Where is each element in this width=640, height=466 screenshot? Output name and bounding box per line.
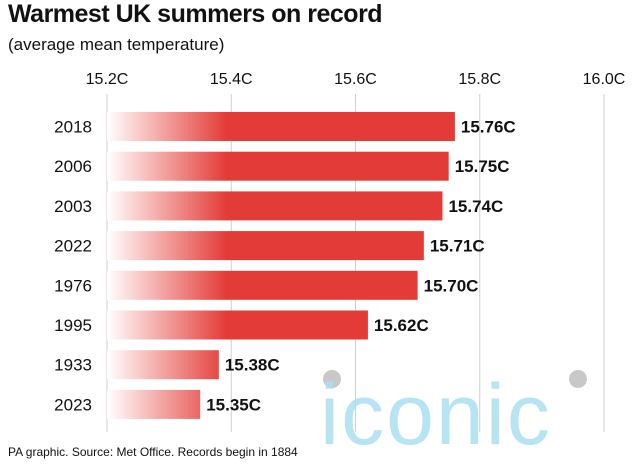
bar-1995 bbox=[107, 310, 368, 340]
value-label: 15.38C bbox=[225, 356, 280, 375]
bar-2022 bbox=[107, 231, 424, 261]
iconic-watermark-logo: iconic bbox=[320, 367, 587, 455]
category-label: 1976 bbox=[54, 276, 92, 295]
x-tick-label: 15.4C bbox=[210, 71, 253, 88]
bar-2023 bbox=[107, 389, 201, 419]
category-label: 2018 bbox=[54, 118, 92, 137]
category-label: 2022 bbox=[54, 237, 92, 256]
value-label: 15.62C bbox=[374, 316, 429, 335]
source-note: PA graphic. Source: Met Office. Records … bbox=[8, 445, 298, 459]
bar-1933 bbox=[107, 350, 219, 380]
category-label: 1995 bbox=[54, 316, 92, 335]
category-label: 2003 bbox=[54, 197, 92, 216]
category-label: 2006 bbox=[54, 157, 92, 176]
x-tick-label: 15.8C bbox=[458, 71, 501, 88]
value-label: 15.70C bbox=[424, 276, 479, 295]
value-label: 15.71C bbox=[430, 237, 485, 256]
value-label: 15.75C bbox=[455, 157, 510, 176]
bar-2018 bbox=[107, 112, 455, 141]
bar-2003 bbox=[107, 191, 443, 221]
category-label: 2023 bbox=[54, 395, 92, 414]
x-tick-label: 15.6C bbox=[334, 71, 377, 88]
svg-text:iconic: iconic bbox=[320, 367, 552, 455]
bar-2006 bbox=[107, 151, 449, 181]
chart-title: Warmest UK summers on record bbox=[8, 0, 383, 28]
chart-subtitle: (average mean temperature) bbox=[8, 35, 225, 54]
bar-1976 bbox=[107, 270, 418, 300]
x-tick-label: 15.2C bbox=[86, 71, 129, 88]
value-label: 15.76C bbox=[461, 118, 516, 137]
x-tick-label: 16.0C bbox=[583, 71, 626, 88]
category-label: 1933 bbox=[54, 356, 92, 375]
value-label: 15.74C bbox=[448, 197, 503, 216]
value-label: 15.35C bbox=[206, 395, 261, 414]
